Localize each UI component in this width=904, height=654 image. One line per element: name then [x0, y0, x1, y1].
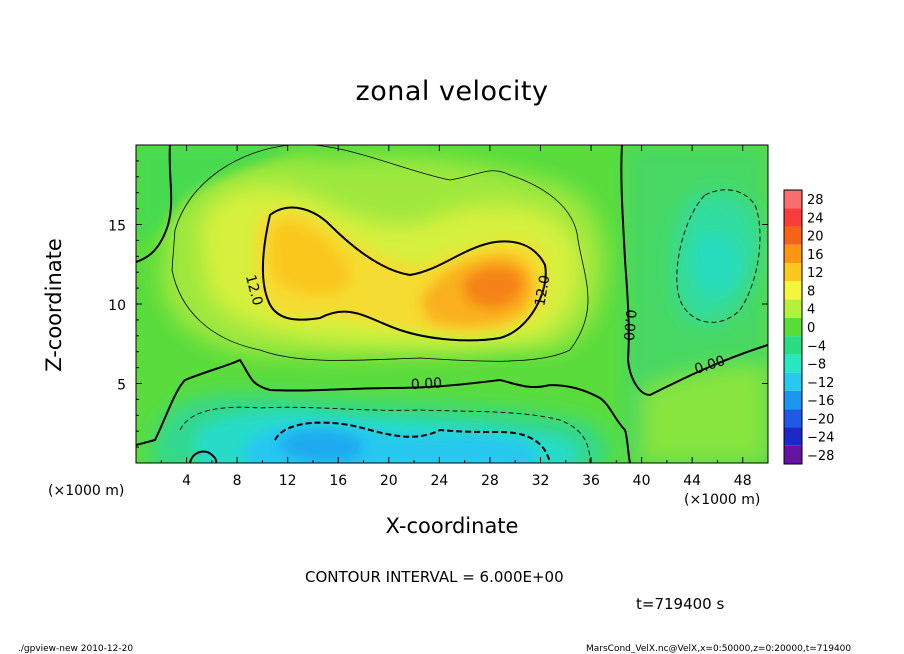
colorbar-label: −16 — [807, 394, 834, 409]
contour-interval-text: CONTOUR INTERVAL = 6.000E+00 — [305, 568, 564, 586]
contour-0-vertical — [620, 145, 768, 397]
footer-left: ./gpview-new 2010-12-20 — [18, 644, 134, 654]
x-tick-label: 28 — [481, 473, 499, 489]
colorbar-label: 16 — [807, 248, 824, 263]
colorbar-frame — [783, 189, 803, 465]
contour-12 — [261, 206, 547, 342]
colorbar-label: −28 — [807, 449, 834, 464]
colorbar-label: −20 — [807, 412, 834, 427]
x-tick-label: 32 — [532, 473, 550, 489]
x-axis-ticks: 4 8 12 16 20 24 28 32 36 40 44 48 — [160, 145, 752, 489]
y-axis-ticks: 5 10 15 — [108, 160, 768, 448]
y-tick-label: 10 — [108, 298, 126, 314]
x-tick-label: 12 — [279, 473, 297, 489]
x-unit-label-left: (×1000 m) — [48, 483, 125, 499]
colorbar-swatch — [784, 445, 802, 464]
colorbar-swatch — [784, 244, 802, 264]
contour-0-small — [189, 450, 218, 463]
colorbar-label: 12 — [807, 266, 824, 281]
x-axis-label: X-coordinate — [385, 514, 519, 538]
x-tick-label: 16 — [329, 473, 347, 489]
x-tick-label: 40 — [633, 473, 651, 489]
chart-title: zonal velocity — [355, 76, 549, 107]
contour-label: 0.00 — [620, 309, 639, 341]
footer-right: MarsCond_VelX.nc@VelX,x=0:50000,z=0:2000… — [586, 644, 852, 654]
colorbar-swatch — [784, 190, 802, 209]
colorbar-label: 8 — [807, 284, 815, 299]
contour-0-upper-left — [136, 145, 173, 263]
field-right-core — [692, 231, 741, 294]
colorbar-swatch — [784, 427, 802, 446]
colorbar-swatch — [784, 208, 802, 227]
colorbar-swatch — [784, 336, 802, 355]
x-tick-label: 24 — [430, 473, 448, 489]
x-unit-label-right: (×1000 m) — [684, 492, 761, 508]
colorbar-swatch — [784, 226, 802, 245]
x-tick-label: 20 — [380, 473, 398, 489]
x-tick-label: 8 — [233, 473, 242, 489]
contour-0-lower — [136, 358, 631, 463]
colorbar-swatch — [784, 299, 802, 318]
contour-neg6-right — [676, 189, 761, 323]
contour-label: 0.00 — [411, 375, 443, 393]
colorbar-label: 20 — [807, 230, 824, 245]
time-label: t=719400 s — [636, 595, 725, 613]
colorbar-label: 28 — [807, 193, 824, 208]
colorbar-swatch — [784, 317, 802, 337]
x-tick-label: 36 — [582, 473, 600, 489]
colorbar-swatch — [784, 263, 802, 282]
contour-label: 12.0 — [242, 273, 266, 307]
field-low-core — [279, 429, 364, 462]
colorbar: 28 24 20 16 12 8 4 0 −4 −8 −12 −16 −20 −24 −28 — [783, 189, 834, 465]
field-jet-left-core — [270, 221, 351, 295]
y-tick-label: 5 — [117, 378, 126, 394]
colorbar-label: −12 — [807, 376, 834, 391]
contour-label: 12.0 — [532, 274, 553, 307]
colorbar-label: −8 — [807, 358, 826, 373]
contour-neg12 — [274, 421, 551, 463]
colorbar-label: −4 — [807, 339, 826, 354]
field-jet-core — [464, 266, 523, 308]
colorbar-swatch — [784, 409, 802, 428]
colorbar-label: 24 — [807, 211, 824, 226]
contour-lines — [136, 145, 768, 463]
colorbar-label: −24 — [807, 431, 834, 446]
y-tick-label: 15 — [108, 219, 126, 235]
colorbar-label: 0 — [807, 321, 815, 336]
colorbar-label: 4 — [807, 303, 815, 318]
heatmap-field — [136, 145, 768, 463]
colorbar-swatch — [784, 390, 802, 410]
x-tick-label: 44 — [683, 473, 701, 489]
colorbar-swatch — [784, 354, 802, 373]
field-lower-right — [640, 363, 768, 463]
x-tick-label: 4 — [182, 473, 191, 489]
colorbar-swatch — [784, 372, 802, 391]
contour-6 — [171, 145, 589, 362]
contour-neg6-lower — [179, 406, 591, 463]
field-upper-left — [136, 145, 300, 242]
colorbar-swatch — [784, 281, 802, 300]
x-tick-label: 48 — [734, 473, 752, 489]
